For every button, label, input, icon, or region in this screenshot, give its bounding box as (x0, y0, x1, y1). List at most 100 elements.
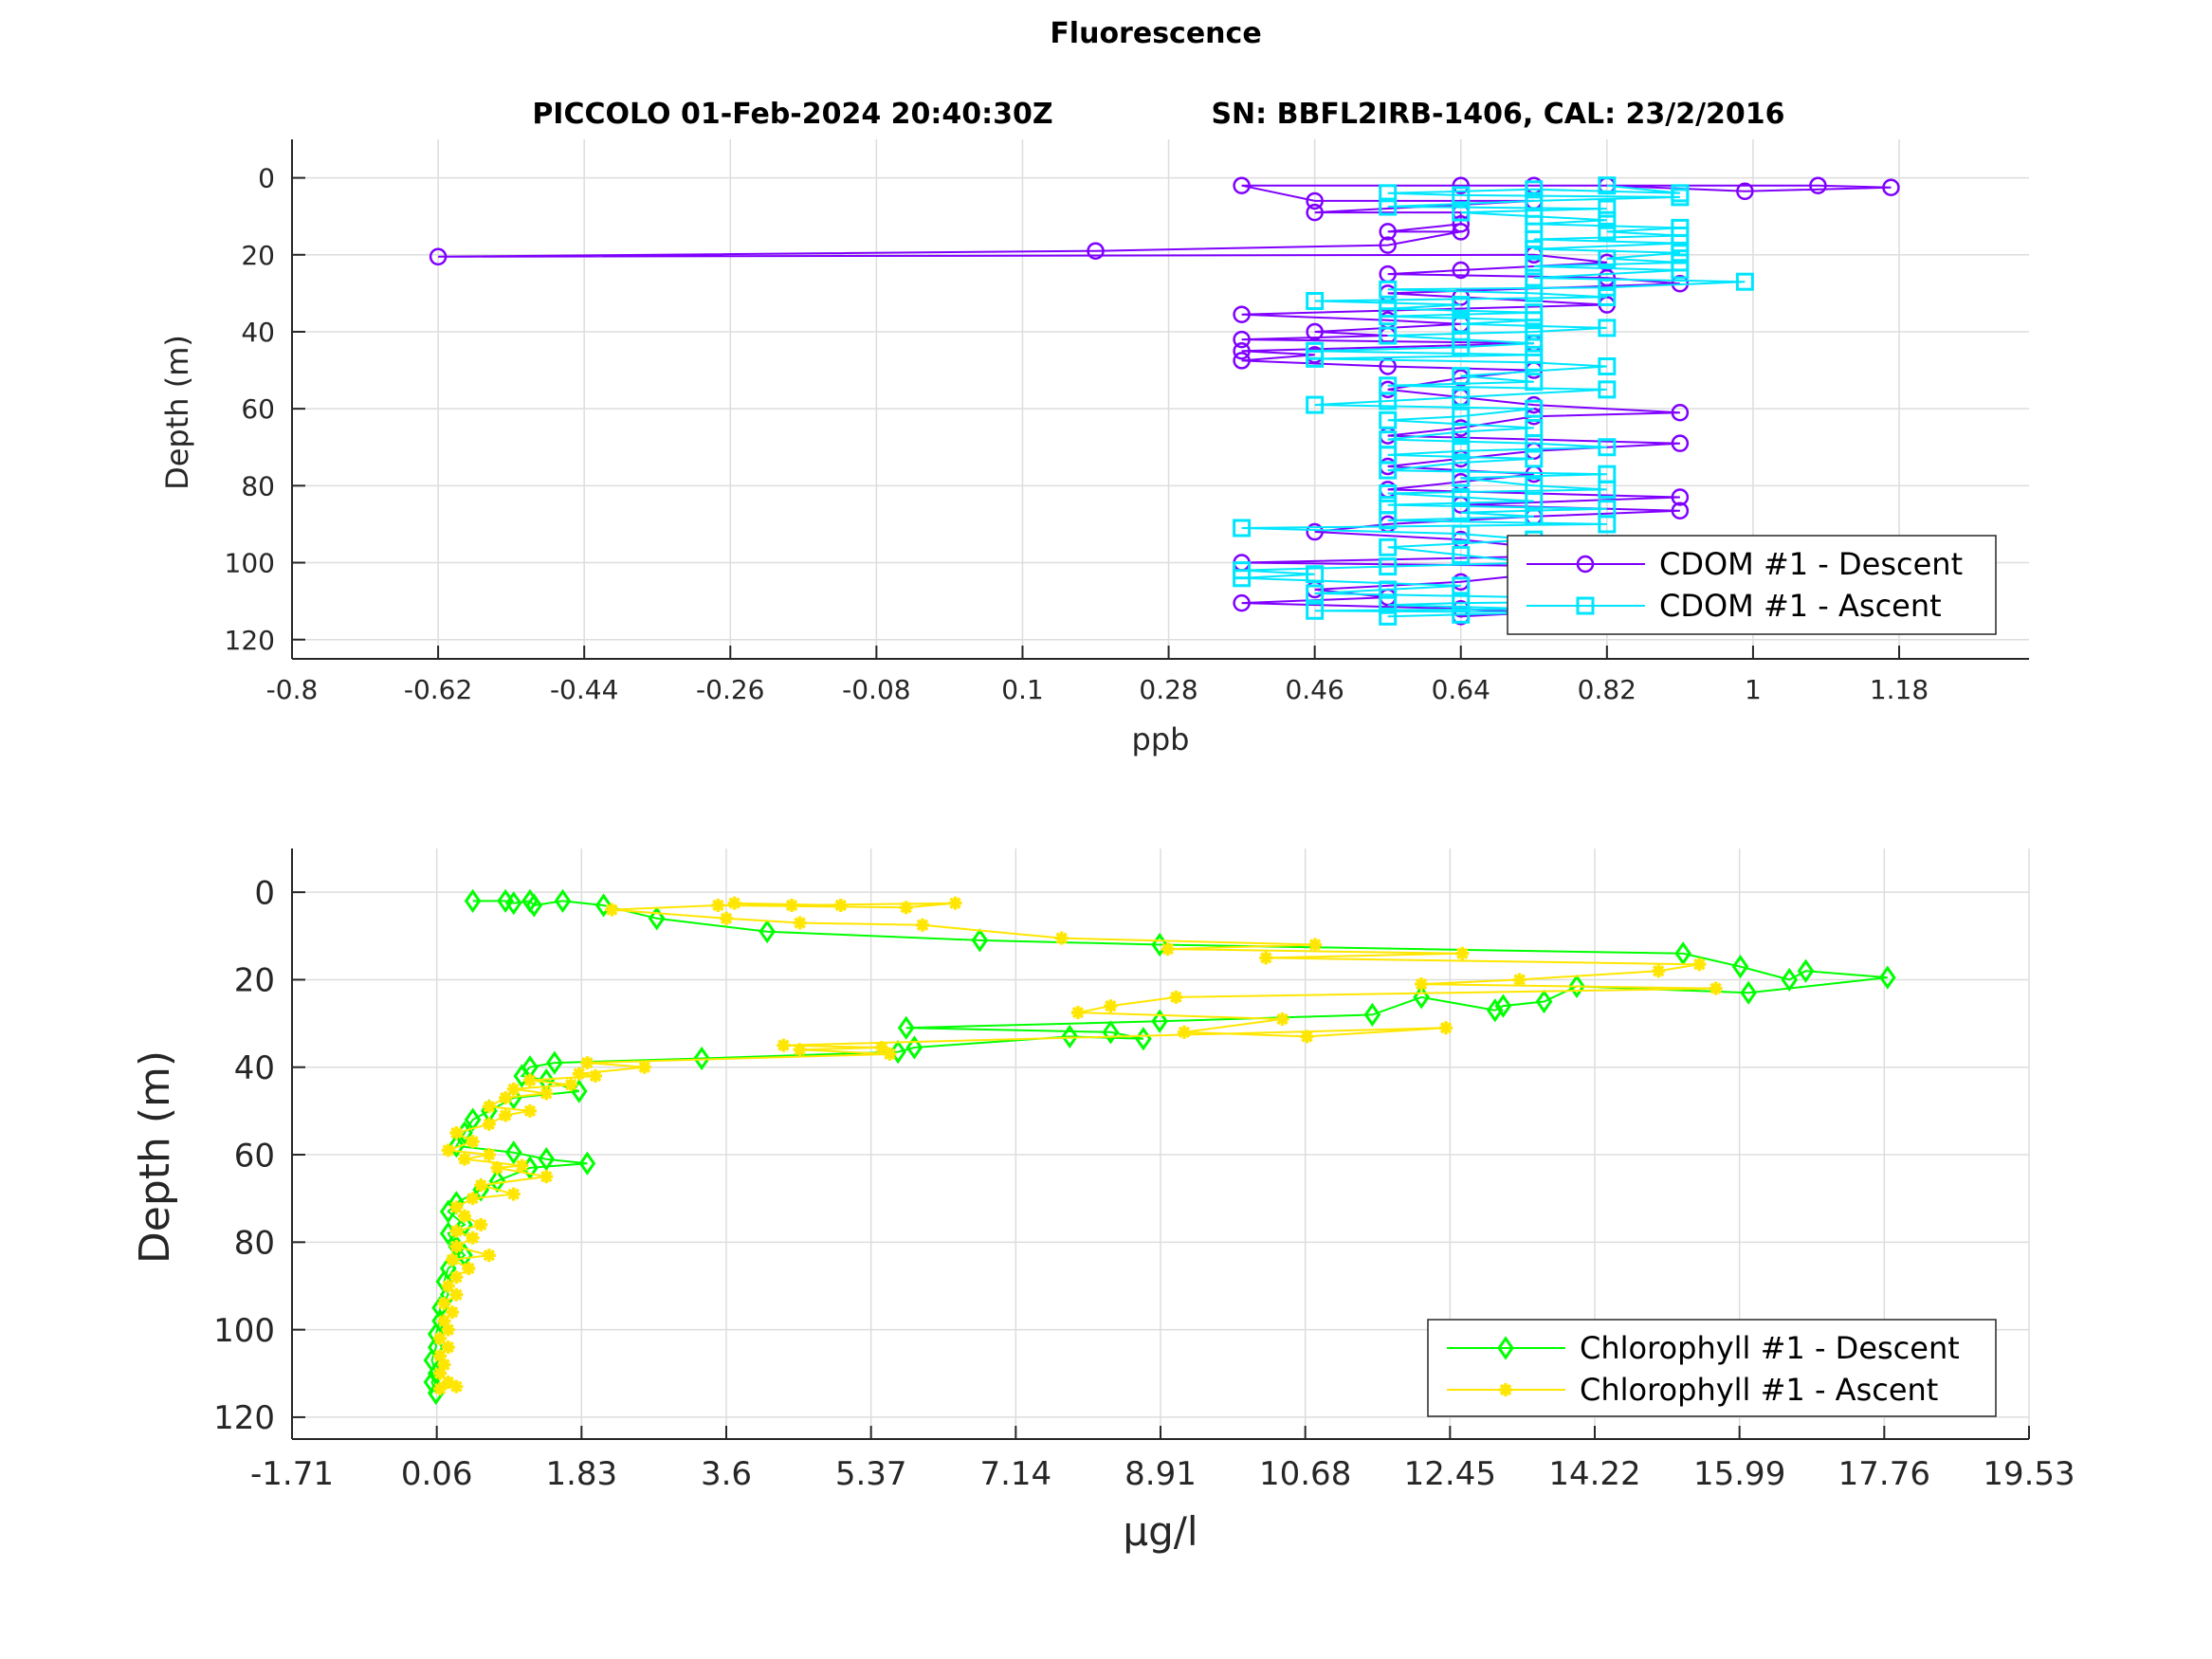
data-point (1525, 476, 1544, 495)
data-point (1525, 345, 1544, 364)
y-axis-label: Depth (m) (159, 335, 195, 490)
cdom-panel: -0.8 -0.62 -0.44 -0.26 -0.08 0.1 0.28 0.46 0.64 0… (159, 139, 2029, 757)
x-tick-label: -0.44 (550, 674, 618, 705)
data-point (1054, 931, 1069, 945)
data-point (441, 1376, 455, 1390)
data-point (899, 901, 913, 915)
data-point (793, 1043, 807, 1057)
data-point (1379, 236, 1397, 254)
data-point (1178, 1025, 1192, 1039)
x-tick-label: -0.26 (696, 674, 764, 705)
data-point (588, 1068, 602, 1083)
data-point (449, 1239, 464, 1253)
x-axis-label: μg/l (1123, 1508, 1197, 1555)
data-point (1452, 367, 1471, 386)
data-point (482, 1249, 496, 1263)
x-tick-label: 0.82 (1578, 674, 1636, 705)
legend-box (1427, 1319, 1997, 1417)
data-point (693, 1046, 710, 1071)
data-point (1525, 322, 1544, 341)
data-point (449, 1224, 464, 1238)
legend: CDOM #1 - Descent CDOM #1 - Ascent (1507, 535, 1997, 635)
data-point (759, 920, 776, 944)
data-point (1161, 942, 1175, 957)
data-point (1306, 191, 1324, 210)
data-point (1494, 994, 1512, 1018)
data-point (793, 916, 807, 930)
data-point (1306, 203, 1324, 222)
data-point (1735, 272, 1754, 291)
data-point (1452, 576, 1471, 595)
data-point (1379, 557, 1398, 576)
data-point (1439, 1021, 1453, 1035)
data-point (1306, 341, 1325, 360)
data-point (1731, 954, 1749, 979)
data-point (648, 906, 666, 931)
data-point (466, 1135, 480, 1149)
data-point (446, 1305, 460, 1320)
data-point (1233, 330, 1251, 349)
data-point (727, 896, 741, 910)
data-point (1379, 483, 1398, 502)
data-point (1363, 1002, 1381, 1027)
data-point (1308, 938, 1323, 952)
legend-item: Chlorophyll #1 - Descent (1447, 1330, 1960, 1366)
data-point (1598, 199, 1617, 218)
data-point (1740, 980, 1757, 1005)
data-point (1452, 442, 1471, 461)
legend-item: CDOM #1 - Descent (1526, 546, 1963, 582)
data-point (594, 893, 612, 918)
data-point (1525, 373, 1544, 392)
data-point (1671, 184, 1690, 203)
data-point (433, 1381, 448, 1395)
data-point (1525, 240, 1544, 259)
data-point (1452, 524, 1471, 543)
x-tick-label: 0.1 (1001, 674, 1044, 705)
data-point (1671, 253, 1690, 272)
data-point (457, 1152, 471, 1166)
data-point (1259, 951, 1273, 965)
legend-label: Chlorophyll #1 - Ascent (1580, 1372, 1938, 1408)
data-point (564, 1078, 578, 1092)
y-tick-label: 120 (213, 1399, 275, 1437)
y-axis-label: Depth (m) (131, 1050, 179, 1264)
data-point (449, 1200, 464, 1214)
data-point (513, 1064, 531, 1088)
data-point (441, 1340, 455, 1355)
data-point (1233, 342, 1251, 360)
data-point (446, 1252, 460, 1267)
data-point (525, 893, 543, 918)
data-point (1452, 388, 1471, 407)
data-point (449, 1270, 464, 1285)
data-point (1379, 496, 1398, 515)
data-point (905, 1035, 923, 1060)
data-point (1275, 1012, 1289, 1026)
x-tick-label: -0.8 (266, 674, 319, 705)
data-point (474, 1178, 488, 1193)
data-point (1306, 522, 1324, 541)
data-point (1379, 300, 1398, 319)
data-point (1525, 268, 1544, 287)
y-tick-label: 80 (234, 1225, 275, 1263)
data-point (506, 1082, 521, 1096)
data-point (1233, 519, 1252, 538)
data-point (1379, 430, 1398, 449)
data-point (448, 1134, 466, 1158)
data-point (457, 1209, 471, 1223)
data-point (1598, 176, 1617, 195)
y-tick-label: 40 (234, 1049, 275, 1087)
data-point (1452, 453, 1471, 472)
data-point (1452, 223, 1470, 241)
data-point (433, 1331, 448, 1345)
data-point (1535, 989, 1553, 1014)
data-point (1598, 356, 1617, 375)
data-point (1598, 210, 1617, 229)
data-point (490, 1160, 504, 1175)
data-point (1671, 218, 1690, 237)
data-point (1674, 941, 1691, 966)
y-tick-label: 60 (241, 393, 275, 425)
data-point (1452, 545, 1471, 564)
data-point (948, 896, 962, 910)
data-point (711, 898, 725, 912)
data-point (1598, 278, 1617, 297)
